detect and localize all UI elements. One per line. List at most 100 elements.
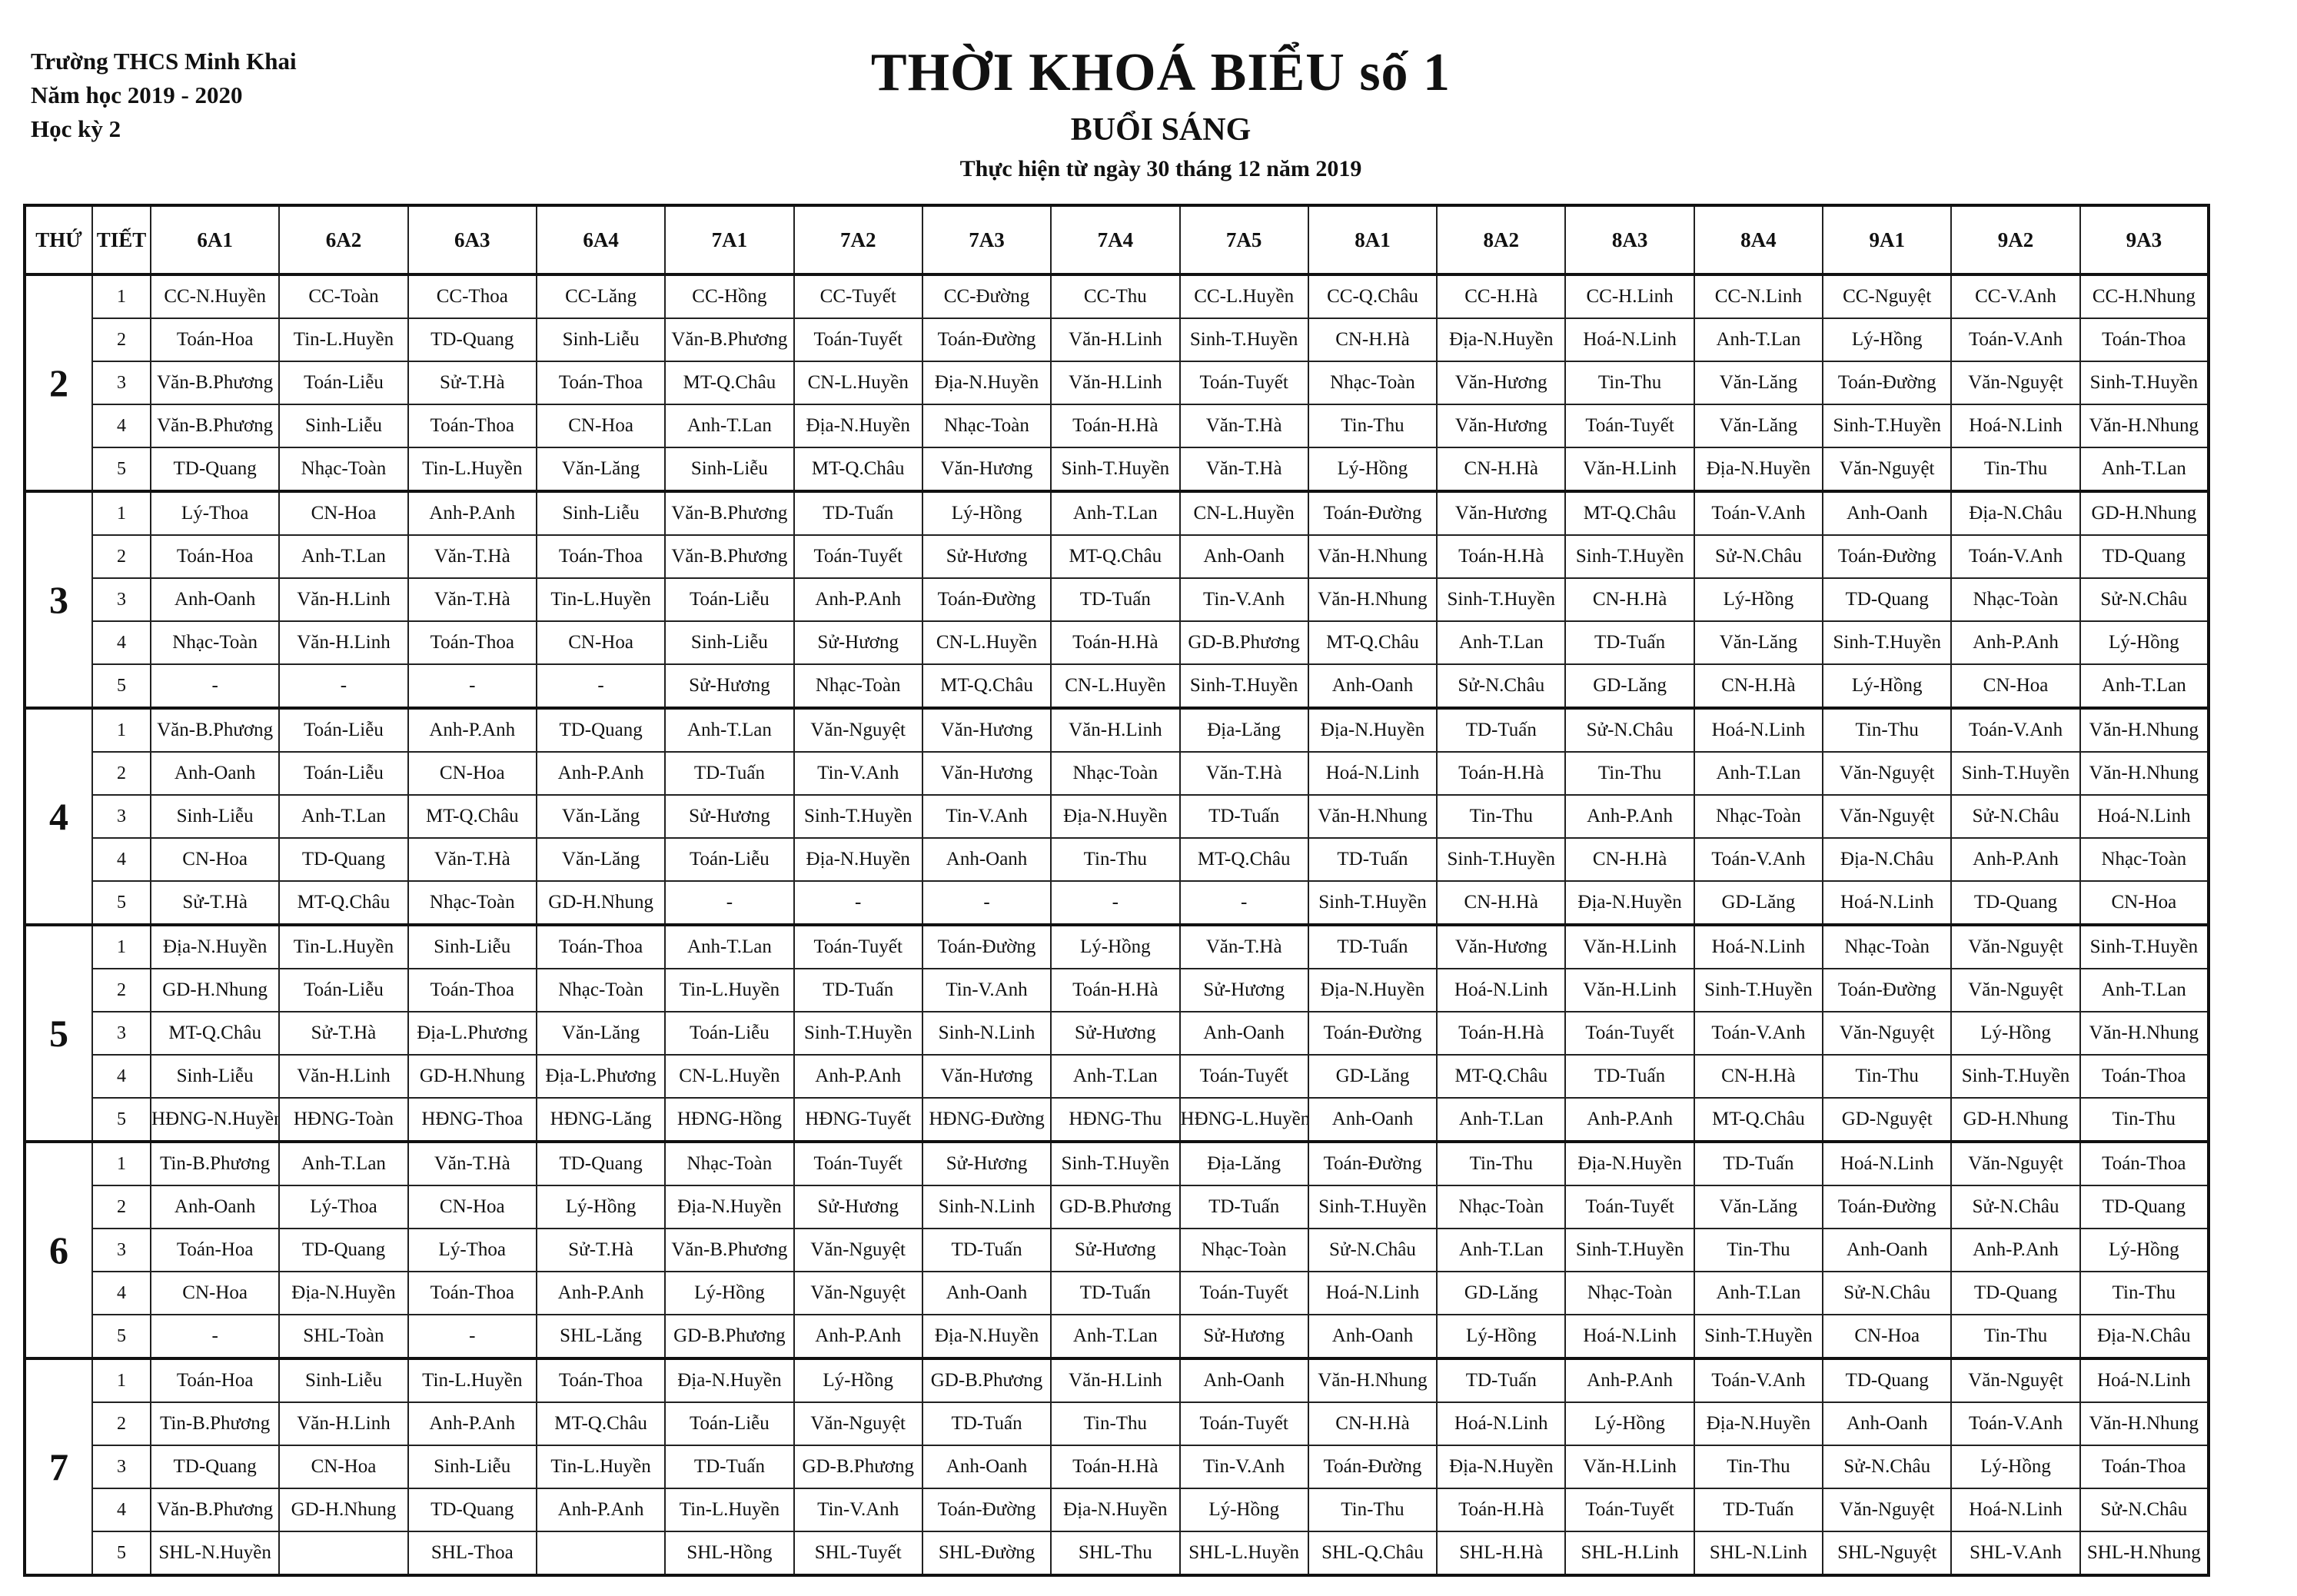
- lesson-cell: Hoá-N.Linh: [2079, 1357, 2210, 1403]
- lesson-cell: Anh-P.Anh: [793, 577, 923, 622]
- lesson-cell: Địa-N.Huyền: [1693, 447, 1824, 492]
- lesson-cell: SHL-Q.Châu: [1307, 1531, 1438, 1576]
- lesson-cell: Địa-N.Huyền: [664, 1357, 795, 1403]
- table-row: 4 Văn-B.Phương GD-H.Nhung TD-Quang Anh-P.Anh…: [25, 1488, 2210, 1532]
- lesson-cell: Toán-Liễu: [664, 1401, 795, 1446]
- lesson-cell: HĐNG-Hồng: [664, 1097, 795, 1142]
- lesson-cell: Tin-Thu: [1307, 1488, 1438, 1532]
- lesson-cell: SHL-H.Hà: [1436, 1531, 1567, 1576]
- lesson-cell: Toán-Thoa: [535, 1357, 666, 1403]
- lesson-cell: Văn-H.Linh: [278, 1054, 409, 1099]
- lesson-cell: Sử-N.Châu: [1564, 707, 1695, 753]
- period-cell: 4: [91, 1488, 151, 1532]
- lesson-cell: Toán-V.Anh: [1693, 490, 1824, 536]
- lesson-cell: Anh-Oanh: [1307, 1097, 1438, 1142]
- lesson-cell: -: [921, 880, 1052, 926]
- period-cell: 2: [91, 751, 151, 796]
- lesson-cell: TD-Tuấn: [1050, 1271, 1181, 1315]
- lesson-cell: Văn-H.Nhung: [1307, 577, 1438, 622]
- lesson-cell: GD-H.Nhung: [2079, 490, 2210, 536]
- lesson-cell: Toán-Tuyết: [1564, 1185, 1695, 1229]
- lesson-cell: TD-Tuấn: [1693, 1488, 1824, 1532]
- lesson-cell: SHL-Lăng: [535, 1314, 666, 1359]
- lesson-cell: TD-Quang: [407, 1488, 537, 1532]
- lesson-cell: Văn-Nguyệt: [793, 1228, 923, 1272]
- lesson-cell: CN-H.Hà: [1307, 318, 1438, 362]
- lesson-cell: Sử-Hương: [1050, 1228, 1181, 1272]
- lesson-cell: Hoá-N.Linh: [1436, 968, 1567, 1012]
- lesson-cell: Văn-H.Nhung: [1307, 1357, 1438, 1403]
- lesson-cell: Sử-Hương: [1050, 1011, 1181, 1056]
- lesson-cell: Sinh-T.Huyền: [1564, 534, 1695, 579]
- lesson-cell: Tin-Thu: [2079, 1271, 2210, 1315]
- lesson-cell: TD-Tuấn: [664, 751, 795, 796]
- lesson-cell: Văn-Hương: [1436, 923, 1567, 969]
- lesson-cell: GD-B.Phương: [1178, 620, 1309, 665]
- lesson-cell: Địa-Lăng: [1178, 1140, 1309, 1186]
- lesson-cell: Toán-V.Anh: [1950, 534, 2081, 579]
- lesson-cell: Sử-Hương: [664, 663, 795, 709]
- lesson-cell: Toán-Thoa: [407, 1271, 537, 1315]
- lesson-cell: GD-B.Phương: [664, 1314, 795, 1359]
- lesson-cell: Địa-N.Huyền: [1050, 1488, 1181, 1532]
- lesson-cell: Toán-Đường: [921, 1488, 1052, 1532]
- table-row: 3 Toán-Hoa TD-Quang Lý-Thoa Sử-T.Hà Văn-B.Phư…: [25, 1228, 2210, 1272]
- lesson-cell: Văn-Lăng: [535, 447, 666, 492]
- lesson-cell: Văn-T.Hà: [407, 577, 537, 622]
- lesson-cell: Văn-T.Hà: [407, 534, 537, 579]
- lesson-cell: CC-Đường: [921, 273, 1052, 319]
- lesson-cell: Địa-N.Huyền: [1693, 1401, 1824, 1446]
- lesson-cell: Tin-L.Huyền: [535, 577, 666, 622]
- lesson-cell: MT-Q.Châu: [1050, 534, 1181, 579]
- class-header: 7A4: [1050, 204, 1181, 275]
- timetable: THỨ TIẾT 6A1 6A2 6A3 6A4 7A1 7A2 7A3 7A4 7A5 8A1 8…: [23, 204, 2210, 1577]
- lesson-cell: [278, 1531, 409, 1576]
- lesson-cell: MT-Q.Châu: [1693, 1097, 1824, 1142]
- lesson-cell: Nhạc-Toàn: [407, 880, 537, 926]
- lesson-cell: Anh-T.Lan: [278, 1140, 409, 1186]
- lesson-cell: Địa-N.Huyền: [1564, 1140, 1695, 1186]
- lesson-cell: Hoá-N.Linh: [1307, 1271, 1438, 1315]
- lesson-cell: Văn-H.Linh: [1050, 361, 1181, 405]
- lesson-cell: SHL-Hồng: [664, 1531, 795, 1576]
- lesson-cell: Lý-Hồng: [1950, 1445, 2081, 1489]
- lesson-cell: GD-H.Nhung: [535, 880, 666, 926]
- lesson-cell: CN-Hoa: [1950, 663, 2081, 709]
- lesson-cell: Toán-Tuyết: [1178, 1401, 1309, 1446]
- class-header: 9A3: [2079, 204, 2210, 275]
- lesson-cell: Sinh-T.Huyền: [1950, 1054, 2081, 1099]
- lesson-cell: Tin-Thu: [1822, 1054, 1953, 1099]
- lesson-cell: Nhạc-Toàn: [921, 404, 1052, 448]
- day-cell: 4: [24, 707, 93, 926]
- lesson-cell: Hoá-N.Linh: [1822, 1140, 1953, 1186]
- lesson-cell: Sinh-T.Huyền: [2079, 361, 2210, 405]
- lesson-cell: SHL-Thu: [1050, 1531, 1181, 1576]
- lesson-cell: Văn-Lăng: [535, 837, 666, 882]
- lesson-cell: Anh-Oanh: [1822, 490, 1953, 536]
- lesson-cell: Văn-Nguyệt: [1950, 1357, 2081, 1403]
- lesson-cell: Toán-V.Anh: [1950, 318, 2081, 362]
- lesson-cell: Lý-Hồng: [1693, 577, 1824, 622]
- lesson-cell: Nhạc-Toàn: [1178, 1228, 1309, 1272]
- lesson-cell: -: [535, 663, 666, 709]
- lesson-cell: Toán-Tuyết: [1564, 404, 1695, 448]
- lesson-cell: SHL-Nguyệt: [1822, 1531, 1953, 1576]
- lesson-cell: Toán-Liễu: [664, 1011, 795, 1056]
- class-header: 9A2: [1950, 204, 2081, 275]
- lesson-cell: HĐNG-Thoa: [407, 1097, 537, 1142]
- lesson-cell: SHL-H.Nhung: [2079, 1531, 2210, 1576]
- lesson-cell: Văn-Nguyệt: [1950, 923, 2081, 969]
- lesson-cell: Văn-B.Phương: [149, 707, 281, 753]
- lesson-cell: Địa-N.Huyền: [1307, 707, 1438, 753]
- lesson-cell: Sinh-T.Huyền: [2079, 923, 2210, 969]
- lesson-cell: Tin-Thu: [1693, 1445, 1824, 1489]
- school-year: Năm học 2019 - 2020: [31, 81, 243, 108]
- lesson-cell: TD-Quang: [1822, 1357, 1953, 1403]
- table-row: 2 GD-H.Nhung Toán-Liễu Toán-Thoa Nhạc-Toàn Ti…: [25, 968, 2210, 1012]
- lesson-cell: Văn-Nguyệt: [1822, 1011, 1953, 1056]
- lesson-cell: Văn-Hương: [1436, 361, 1567, 405]
- lesson-cell: Địa-N.Châu: [1822, 837, 1953, 882]
- lesson-cell: Anh-T.Lan: [1693, 1271, 1824, 1315]
- lesson-cell: Văn-H.Linh: [1564, 1445, 1695, 1489]
- lesson-cell: TD-Quang: [2079, 1185, 2210, 1229]
